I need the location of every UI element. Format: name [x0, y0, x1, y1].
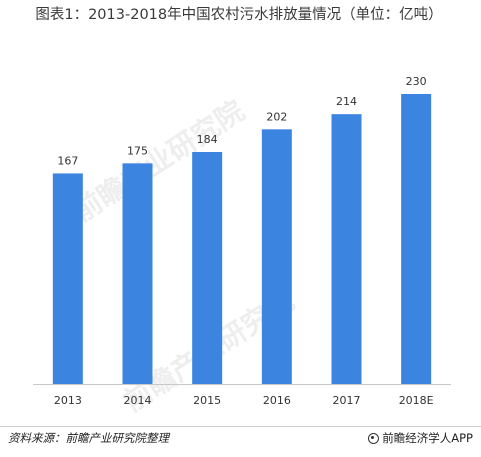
footer-brand-text: 前瞻经济学人APP: [382, 431, 473, 445]
data-label-2015: 184: [197, 133, 218, 146]
data-label-2013: 167: [57, 154, 78, 167]
x-tick-label-2018E: 2018E: [399, 394, 434, 407]
chart-title: 图表1：2013-2018年中国农村污水排放量情况（单位：亿吨）: [35, 7, 443, 23]
footer-source: 资料来源：前瞻产业研究院整理: [8, 431, 169, 445]
x-tick-label-2014: 2014: [124, 394, 152, 407]
x-tick-label-2015: 2015: [193, 394, 221, 407]
data-label-2018E: 230: [406, 75, 427, 88]
bar-2013: [52, 173, 83, 384]
x-tick-label-2016: 2016: [263, 394, 291, 407]
bar-2016: [261, 129, 292, 384]
bar-2018E: [401, 94, 432, 384]
labels-layer: 167 175 184 202 214 230: [57, 75, 426, 167]
x-tick-label-2013: 2013: [54, 394, 82, 407]
x-tick-labels: 2013 2014 2015 2016 2017 2018E: [54, 394, 434, 407]
bar-2017: [331, 114, 362, 384]
bar-2015: [192, 152, 223, 384]
x-tick-label-2017: 2017: [333, 394, 361, 407]
data-label-2016: 202: [266, 110, 287, 123]
data-label-2017: 214: [336, 95, 357, 108]
bar-2014: [122, 163, 153, 384]
footer-divider: [0, 426, 481, 427]
brand-logo-icon: [368, 432, 380, 444]
footer-brand: 前瞻经济学人APP: [368, 430, 473, 446]
bars-layer: [52, 94, 432, 384]
data-label-2014: 175: [127, 144, 148, 157]
